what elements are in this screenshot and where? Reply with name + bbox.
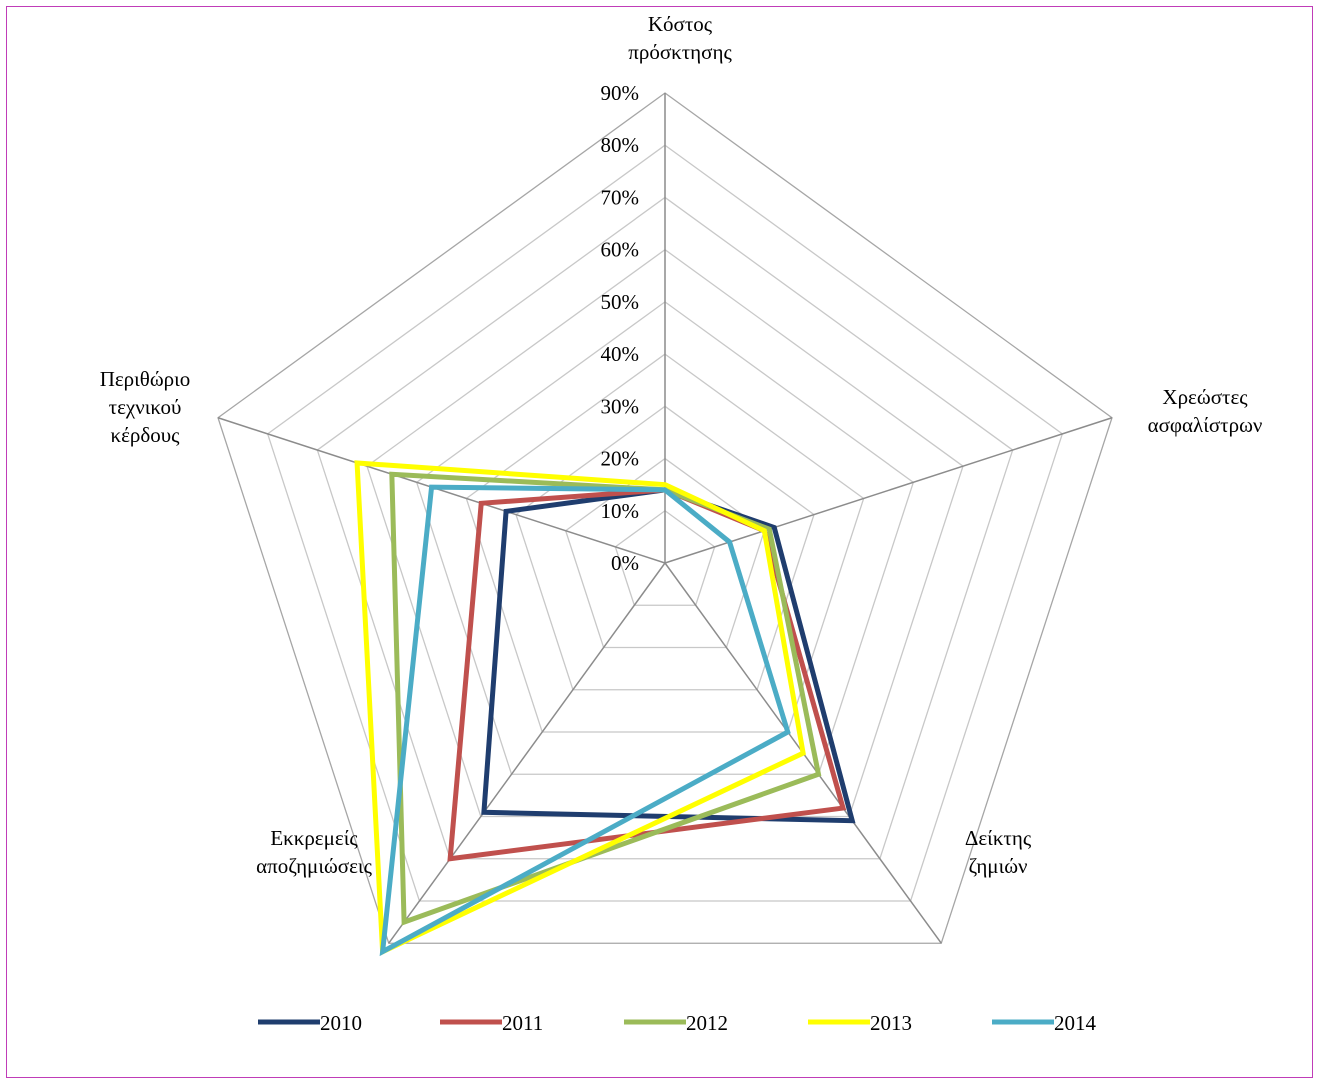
- tick-label: 40%: [601, 342, 640, 366]
- axis-spoke: [664, 417, 1113, 564]
- series-line-2012: [389, 471, 822, 926]
- tick-labels: 0% 10% 20% 30% 40% 50% 60% 70% 80% 90%: [601, 81, 640, 575]
- axis-label: τεχνικού: [109, 395, 182, 419]
- tick-label: 50%: [601, 290, 640, 314]
- axis-label: αποζημιώσεις: [256, 854, 372, 878]
- grid-ring: [415, 301, 915, 775]
- tick-label: 90%: [601, 81, 640, 105]
- axis-label: κέρδους: [111, 423, 181, 447]
- tick-label: 20%: [601, 447, 640, 471]
- legend-item-2014: 2014: [992, 1011, 1097, 1035]
- legend-label: 2010: [320, 1011, 362, 1035]
- legend-item-2012: 2012: [624, 1011, 728, 1035]
- legend-label: 2013: [870, 1011, 912, 1035]
- legend: 2010 2011 2012 2013 2014: [258, 1011, 1097, 1035]
- tick-label: 30%: [601, 394, 640, 418]
- tick-label: 0%: [611, 551, 639, 575]
- axis-label: Δείκτης: [965, 826, 1032, 850]
- axis-label: πρόσκτησης: [628, 40, 732, 64]
- tick-label: 80%: [601, 133, 640, 157]
- axis-label: Χρεώστες: [1162, 385, 1248, 409]
- legend-item-2013: 2013: [808, 1011, 912, 1035]
- axis-spoke: [217, 417, 666, 564]
- tick-label: 10%: [601, 499, 640, 523]
- grid-ring: [266, 144, 1064, 902]
- series-line-2014: [379, 484, 791, 957]
- tick-label: 60%: [601, 238, 640, 262]
- axis-label: Κόστος: [648, 12, 713, 36]
- axis-spoke: [388, 562, 666, 944]
- axis-label: Εκκρεμείς: [270, 826, 358, 850]
- grid-ring: [217, 92, 1113, 944]
- axis-label: Περιθώριο: [100, 367, 191, 391]
- series-line-2013: [354, 460, 806, 956]
- legend-label: 2012: [686, 1011, 728, 1035]
- axis-labels: Κόστος πρόσκτησης Χρεώστες ασφαλίστρων Δείκτ…: [100, 12, 1263, 878]
- grid-ring: [316, 196, 1014, 860]
- tick-label: 70%: [601, 185, 640, 209]
- axis-label: ασφαλίστρων: [1148, 413, 1263, 437]
- legend-item-2011: 2011: [440, 1011, 543, 1035]
- legend-label: 2014: [1054, 1011, 1097, 1035]
- chart-frame: [6, 6, 1313, 1078]
- series-line-2011: [447, 487, 847, 862]
- axis-label: ζημιών: [968, 854, 1027, 878]
- legend-label: 2011: [502, 1011, 543, 1035]
- series-layer: [354, 460, 856, 957]
- legend-item-2010: 2010: [258, 1011, 362, 1035]
- grid-ring: [614, 509, 716, 606]
